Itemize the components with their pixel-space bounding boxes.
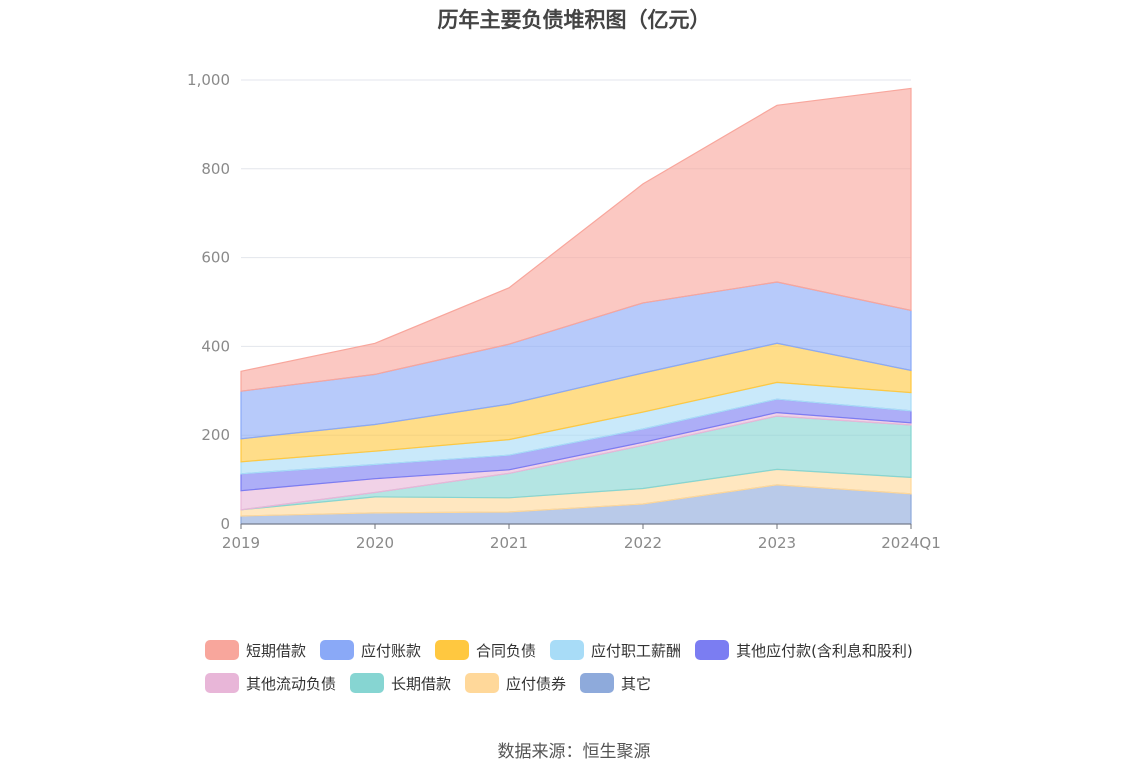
- legend-swatch: [465, 673, 500, 693]
- area-series: [240, 87, 912, 525]
- legend-swatch: [550, 640, 585, 660]
- y-tick-label: 0: [220, 515, 230, 533]
- legend-label: 长期借款: [391, 674, 452, 693]
- legend-item-employee-payables[interactable]: 应付职工薪酬: [550, 638, 681, 662]
- legend-item-long-term-borrowing[interactable]: 长期借款: [350, 671, 451, 695]
- chart-title: 历年主要负债堆积图（亿元）: [437, 8, 711, 32]
- x-tick-label: 2024Q1: [881, 534, 941, 552]
- x-tick-label: 2021: [490, 534, 528, 552]
- area-短期借款[interactable]: [240, 87, 912, 392]
- legend-swatch: [350, 673, 385, 693]
- legend-item-contract-liabilities[interactable]: 合同负债: [435, 638, 536, 662]
- legend-swatch: [205, 640, 239, 660]
- legend-item-other-current-liabilities[interactable]: 其他流动负债: [205, 671, 336, 695]
- legend-swatch: [205, 673, 239, 693]
- legend: 短期借款 应付账款 合同负债 应付职工薪酬 其他应付款(含利息和股利) 其他流动…: [205, 638, 965, 695]
- legend-label: 其他应付款(含利息和股利): [736, 641, 913, 660]
- legend-label: 合同负债: [476, 641, 537, 660]
- legend-label: 其它: [621, 674, 652, 693]
- y-tick-label: 800: [201, 160, 230, 178]
- x-tick-label: 2020: [356, 534, 394, 552]
- stacked-area-chart: 0 200 400 600 800 1,000 2019 2020 2021 2022 2023 20…: [187, 71, 941, 552]
- axes: 0 200 400 600 800 1,000 2019 2020 2021 2022 2023 20…: [187, 71, 941, 552]
- legend-label: 短期借款: [246, 641, 307, 660]
- legend-swatch: [580, 673, 615, 693]
- legend-item-bonds-payable[interactable]: 应付债券: [465, 671, 566, 695]
- legend-label: 应付职工薪酬: [591, 641, 682, 660]
- legend-item-short-term-borrowing[interactable]: 短期借款: [205, 638, 306, 662]
- legend-label: 其他流动负债: [246, 674, 337, 693]
- y-tick-label: 200: [201, 426, 230, 444]
- y-tick-label: 400: [201, 337, 230, 355]
- x-tick-label: 2019: [222, 534, 260, 552]
- legend-swatch: [695, 640, 730, 660]
- legend-item-other[interactable]: 其它: [580, 671, 651, 695]
- legend-swatch: [435, 640, 470, 660]
- x-tick-label: 2022: [624, 534, 662, 552]
- data-source-note: 数据来源：恒生聚源: [497, 742, 651, 762]
- y-tick-label: 1,000: [187, 71, 230, 89]
- legend-item-accounts-payable[interactable]: 应付账款: [320, 638, 421, 662]
- legend-item-other-payables[interactable]: 其他应付款(含利息和股利): [695, 638, 913, 662]
- x-tick-label: 2023: [758, 534, 796, 552]
- legend-label: 应付账款: [361, 641, 422, 660]
- legend-label: 应付债券: [506, 674, 567, 693]
- y-tick-label: 600: [201, 249, 230, 267]
- legend-swatch: [320, 640, 355, 660]
